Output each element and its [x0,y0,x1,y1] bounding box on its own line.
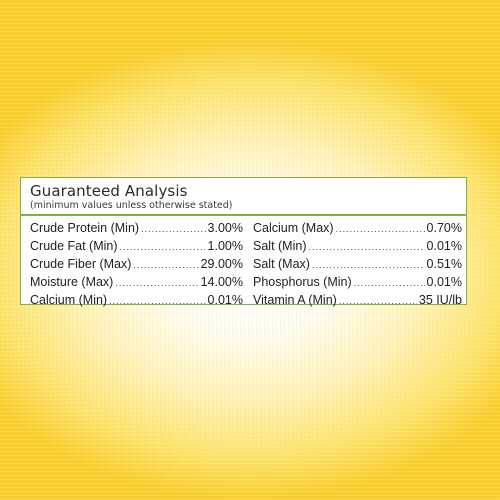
nutrient-value: 29.00% [200,256,243,271]
nutrient-label: Salt (Max) [253,256,310,271]
nutrient-value: 0.01% [207,292,243,307]
analysis-row: Crude Protein (Min) 3.00% [30,220,243,238]
nutrient-value: 0.01% [426,238,462,253]
dot-leader [133,257,198,274]
dot-leader [308,239,424,256]
analysis-row: Calcium (Min) 0.01% [30,292,243,310]
nutrient-label: Crude Fat (Min) [30,238,118,253]
analysis-grid: Crude Protein (Min) 3.00% Crude Fat (Min… [30,220,462,310]
analysis-row: Phosphorus (Min) 0.01% [253,274,462,292]
analysis-row: Salt (Min) 0.01% [253,238,462,256]
nutrient-label: Vitamin A (Min) [253,292,337,307]
nutrient-label: Moisture (Max) [30,274,114,289]
nutrient-value: 3.00% [207,220,243,235]
dot-leader [120,239,206,256]
nutrient-value: 35 IU/lb [418,292,462,307]
nutrient-label: Calcium (Min) [30,292,108,307]
left-column: Crude Protein (Min) 3.00% Crude Fat (Min… [30,220,243,310]
right-column: Calcium (Max) 0.70% Salt (Min) 0.01% Sal… [253,220,462,310]
analysis-row: Moisture (Max) 14.00% [30,274,243,292]
nutrient-label: Salt (Min) [253,238,307,253]
nutrient-value: 14.00% [200,274,243,289]
nutrient-value: 0.01% [426,274,462,289]
nutrient-label: Crude Protein (Min) [30,220,140,235]
nutrient-value: 0.51% [426,256,462,271]
nutrient-value: 0.70% [426,220,462,235]
title-divider [21,214,466,216]
dot-leader [109,293,205,310]
dot-leader [141,221,205,238]
analysis-row: Vitamin A (Min) 35 IU/lb [253,292,462,310]
analysis-row: Crude Fat (Min) 1.00% [30,238,243,256]
dot-leader [312,257,425,274]
dot-leader [336,221,425,238]
nutrient-value: 1.00% [207,238,243,253]
panel-subtitle: (minimum values unless otherwise stated) [30,200,233,211]
dot-leader [115,275,198,292]
panel-title: Guaranteed Analysis [30,182,188,200]
analysis-row: Salt (Max) 0.51% [253,256,462,274]
dot-leader [354,275,425,292]
nutrient-label: Crude Fiber (Max) [30,256,132,271]
nutrient-label: Phosphorus (Min) [253,274,352,289]
dot-leader [339,293,417,310]
nutrient-label: Calcium (Max) [253,220,334,235]
guaranteed-analysis-panel: Guaranteed Analysis (minimum values unle… [20,177,467,307]
analysis-row: Crude Fiber (Max) 29.00% [30,256,243,274]
analysis-row: Calcium (Max) 0.70% [253,220,462,238]
